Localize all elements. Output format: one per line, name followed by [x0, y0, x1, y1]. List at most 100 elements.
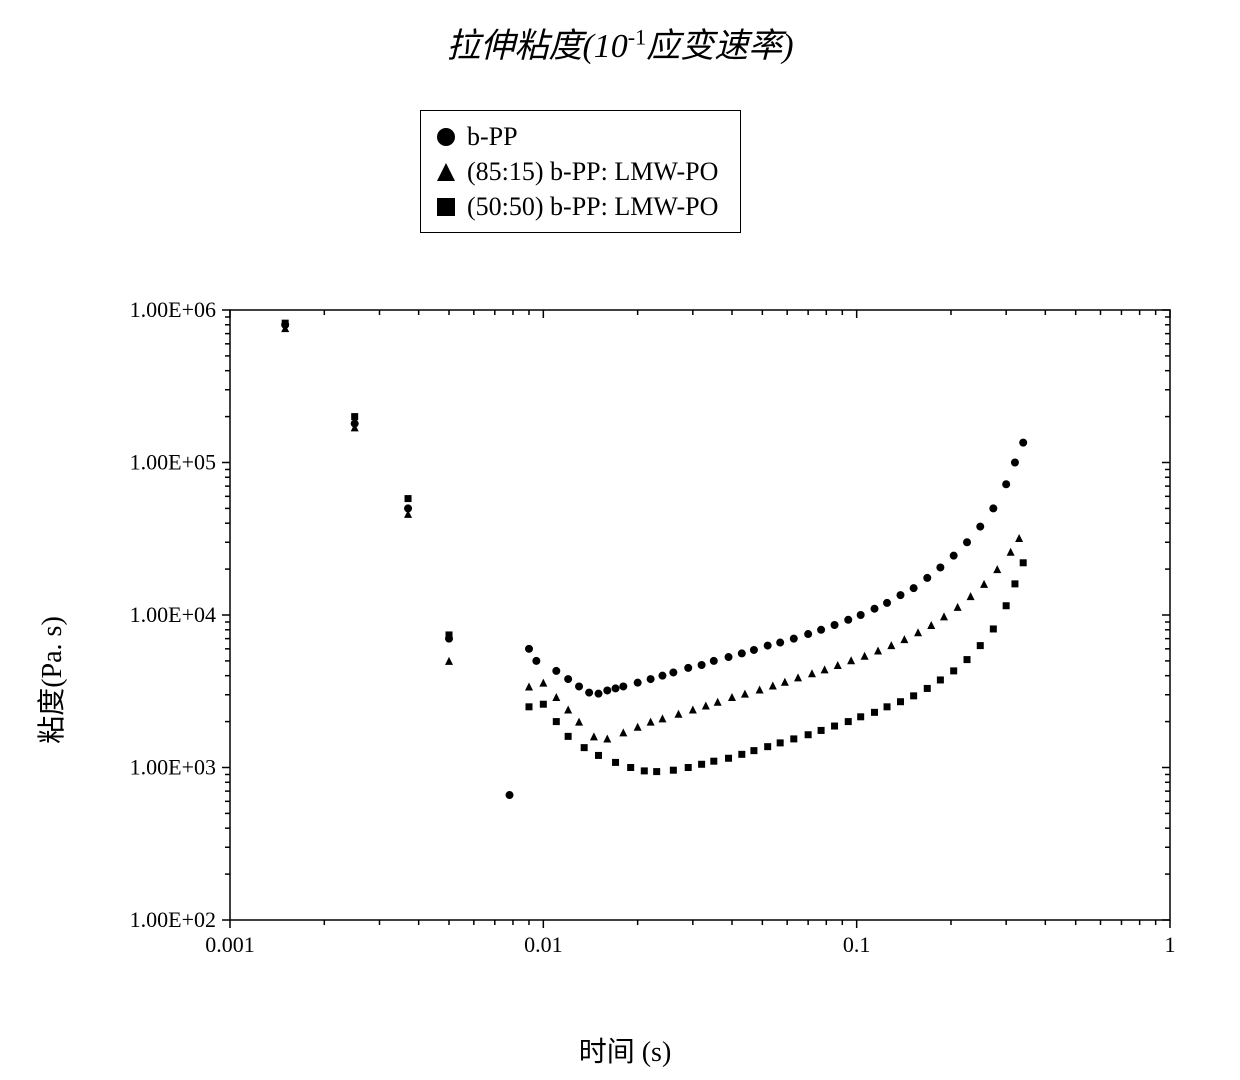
- data-point: [738, 649, 746, 657]
- data-point: [950, 552, 958, 560]
- data-point: [738, 751, 745, 758]
- legend-item: (85:15) b-PP: LMW-PO: [435, 154, 718, 189]
- data-point: [669, 668, 677, 676]
- x-tick-label: 1: [1165, 932, 1176, 957]
- square-icon: [435, 196, 457, 218]
- data-point: [790, 635, 798, 643]
- x-tick-label: 0.001: [205, 932, 255, 957]
- plot-area: [230, 310, 1170, 920]
- data-point: [936, 563, 944, 571]
- page: 拉伸粘度(10-1应变速率) b-PP(85:15) b-PP: LMW-PO(…: [0, 0, 1240, 1080]
- data-point: [804, 630, 812, 638]
- data-point: [1002, 480, 1010, 488]
- data-point: [1011, 580, 1018, 587]
- y-axis-label: 粘度(Pa. s): [30, 616, 70, 744]
- data-point: [658, 672, 666, 680]
- data-point: [1020, 559, 1027, 566]
- y-tick-label: 1.00E+06: [130, 300, 216, 322]
- data-point: [634, 679, 642, 687]
- data-point: [923, 574, 931, 582]
- data-point: [844, 616, 852, 624]
- y-tick-label: 1.00E+04: [130, 602, 216, 627]
- data-point: [976, 523, 984, 531]
- data-point: [764, 642, 772, 650]
- data-point: [710, 657, 718, 665]
- data-point: [565, 733, 572, 740]
- data-point: [977, 642, 984, 649]
- data-point: [647, 675, 655, 683]
- x-axis-label: 时间 (s): [60, 1030, 1190, 1070]
- data-point: [685, 764, 692, 771]
- data-point: [282, 320, 289, 327]
- data-point: [750, 747, 757, 754]
- data-point: [776, 639, 784, 647]
- data-point: [585, 689, 593, 697]
- legend-item: b-PP: [435, 119, 718, 154]
- legend-label: (50:50) b-PP: LMW-PO: [467, 189, 718, 224]
- data-point: [910, 584, 918, 592]
- data-point: [553, 718, 560, 725]
- data-point: [405, 495, 412, 502]
- data-point: [871, 709, 878, 716]
- data-point: [612, 684, 620, 692]
- data-point: [1011, 459, 1019, 467]
- y-tick-label: 1.00E+05: [130, 450, 216, 475]
- data-point: [845, 718, 852, 725]
- data-point: [870, 605, 878, 613]
- data-point: [805, 731, 812, 738]
- data-point: [884, 703, 891, 710]
- data-point: [684, 664, 692, 672]
- data-point: [896, 591, 904, 599]
- data-point: [653, 768, 660, 775]
- triangle-icon: [435, 161, 457, 183]
- data-point: [595, 752, 602, 759]
- data-point: [1003, 602, 1010, 609]
- data-point: [964, 656, 971, 663]
- data-point: [777, 739, 784, 746]
- data-point: [698, 661, 706, 669]
- x-tick-label: 0.01: [524, 932, 563, 957]
- data-point: [532, 657, 540, 665]
- data-point: [710, 758, 717, 765]
- data-point: [446, 631, 453, 638]
- data-point: [818, 727, 825, 734]
- data-point: [670, 767, 677, 774]
- data-point: [552, 667, 560, 675]
- data-point: [581, 744, 588, 751]
- data-point: [857, 611, 865, 619]
- data-point: [963, 538, 971, 546]
- y-tick-label: 1.00E+02: [130, 907, 216, 932]
- data-point: [950, 667, 957, 674]
- data-point: [897, 698, 904, 705]
- data-point: [506, 791, 514, 799]
- data-point: [990, 625, 997, 632]
- data-point: [540, 701, 547, 708]
- data-point: [725, 755, 732, 762]
- data-point: [764, 743, 771, 750]
- data-point: [750, 646, 758, 654]
- chart-container: 粘度(Pa. s) 0.0010.010.111.00E+021.00E+031…: [60, 300, 1190, 1060]
- data-point: [525, 703, 532, 710]
- chart-svg: 0.001 0.01 0.1 1 1.00E+02 1.00E+03 1.00E+04 1.0…: [60, 300, 1190, 1000]
- data-point: [817, 626, 825, 634]
- data-point: [883, 599, 891, 607]
- data-point: [831, 621, 839, 629]
- circle-icon: [435, 126, 457, 148]
- legend: b-PP(85:15) b-PP: LMW-PO(50:50) b-PP: LM…: [420, 110, 741, 233]
- data-point: [525, 645, 533, 653]
- data-point: [910, 692, 917, 699]
- data-point: [603, 686, 611, 694]
- data-point: [924, 685, 931, 692]
- y-tick-label: 1.00E+03: [130, 755, 216, 780]
- data-point: [595, 690, 603, 698]
- legend-item: (50:50) b-PP: LMW-PO: [435, 189, 718, 224]
- data-point: [612, 759, 619, 766]
- data-point: [831, 723, 838, 730]
- data-point: [790, 735, 797, 742]
- x-tick-label: 0.1: [843, 932, 871, 957]
- data-point: [351, 413, 358, 420]
- data-point: [937, 676, 944, 683]
- data-point: [857, 713, 864, 720]
- data-point: [627, 764, 634, 771]
- data-point: [698, 761, 705, 768]
